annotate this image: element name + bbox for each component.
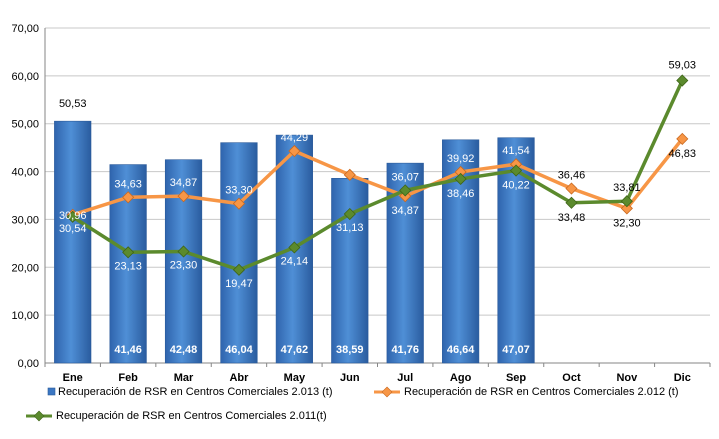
point-marker [620, 202, 633, 215]
line-2011-data-label: 40,22 [502, 180, 530, 192]
y-tick-label: 70,00 [11, 23, 39, 35]
point-marker [565, 196, 578, 209]
line-2012 [72, 137, 684, 217]
bar [54, 120, 92, 364]
x-tick-label: Sep [506, 372, 526, 384]
line-2011-data-label: 59,03 [669, 59, 697, 71]
legend-label-2013: Recuperación de RSR en Centros Comercial… [58, 386, 333, 398]
line-2011-data-label: 36,07 [391, 171, 419, 183]
bar-data-label: 38,59 [336, 344, 364, 356]
bar [331, 178, 369, 364]
line-2012-data-label: 46,83 [669, 148, 697, 160]
point-marker [509, 164, 523, 177]
bar-data-label: 46,64 [447, 344, 475, 356]
bar-data-label: 46,04 [225, 344, 253, 356]
line-2012-data-label: 30,96 [59, 210, 87, 222]
line-2011-data-label: 31,13 [336, 222, 364, 234]
line-2012-data-label: 32,30 [613, 217, 641, 229]
point-marker [177, 245, 190, 258]
bar-data-label: 42,48 [170, 344, 198, 356]
legend-label-2011: Recuperación de RSR en Centros Comercial… [56, 410, 327, 422]
line-2012-data-label: 39,92 [447, 153, 475, 165]
line-2011-data-label: 38,46 [447, 188, 475, 200]
line-2011 [71, 79, 684, 272]
y-tick-label: 60,00 [11, 71, 39, 83]
line-2011-data-label: 23,30 [170, 259, 198, 271]
point-marker [399, 184, 412, 197]
legend-label-2012: Recuperación de RSR en Centros Comercial… [404, 386, 679, 398]
line-2012-data-label: 34,63 [114, 178, 142, 190]
point-marker [343, 168, 356, 181]
x-tick-label: Jun [340, 372, 360, 384]
point-marker [232, 197, 246, 210]
bar-data-label: 50,53 [59, 98, 87, 110]
y-tick-label: 30,00 [11, 214, 39, 226]
point-marker [454, 172, 467, 186]
point-marker [620, 195, 633, 208]
x-tick-label: Ene [63, 372, 83, 384]
bar-data-label: 47,07 [502, 344, 530, 356]
line-2012-data-label: 39,32 [336, 156, 364, 168]
y-tick-label: 50,00 [11, 119, 39, 131]
line-2011-data-label: 33,81 [613, 182, 641, 194]
point-marker [122, 246, 135, 259]
bar [220, 142, 258, 364]
x-tick-label: Feb [118, 372, 138, 384]
bar-data-label: 47,62 [281, 344, 309, 356]
x-tick-label: Jul [397, 372, 413, 384]
y-tick-label: 10,00 [11, 310, 39, 322]
line-series [66, 74, 689, 276]
point-marker [288, 144, 301, 158]
y-tick-label: 40,00 [11, 167, 39, 179]
line-2012-data-label: 44,29 [281, 132, 309, 144]
x-tick-label: Abr [229, 372, 249, 384]
legend-marker-2011 [33, 410, 45, 422]
bar-data-label: 41,76 [391, 344, 419, 356]
line-2012-data-label: 36,46 [558, 170, 586, 182]
line-2011-data-label: 33,48 [558, 212, 586, 224]
x-tick-label: Oct [562, 372, 581, 384]
y-tick-label: 20,00 [11, 262, 39, 274]
legend-key-bar [47, 387, 56, 396]
line-2011-data-label: 30,54 [59, 223, 87, 235]
legend: Recuperación de RSR en Centros Comercial… [26, 386, 679, 422]
line-2011-data-label: 23,13 [114, 260, 142, 272]
point-marker [676, 74, 689, 87]
axes: 0,00 10,00 20,00 30,00 40,00 50,00 60,00 70,00 E… [11, 23, 711, 384]
line-2011-data-label: 19,47 [225, 278, 253, 290]
point-marker [288, 241, 301, 254]
gridlines [45, 27, 710, 316]
y-tick-label: 0,00 [18, 358, 39, 370]
bar [275, 134, 313, 364]
point-marker [565, 182, 578, 195]
x-tick-label: Nov [616, 372, 638, 384]
line-2012-data-label: 33,30 [225, 185, 253, 197]
x-tick-label: Dic [674, 372, 691, 384]
x-tick-label: Mar [174, 372, 194, 384]
point-marker [676, 132, 689, 145]
data-labels: 50,53 41,46 42,48 46,04 47,62 38,59 41,76 46,64… [59, 59, 696, 356]
point-marker [232, 263, 246, 276]
line-2012-data-label: 34,87 [391, 205, 419, 217]
bar-series [54, 120, 535, 364]
point-marker [66, 210, 79, 223]
x-tick-label: May [284, 372, 306, 384]
line-2012-data-label: 34,87 [170, 177, 198, 189]
legend-marker-2012 [381, 386, 393, 398]
point-marker [343, 207, 356, 221]
line-2012-data-label: 41,54 [502, 145, 530, 157]
x-tick-label: Ago [450, 372, 472, 384]
bar-data-label: 41,46 [114, 344, 142, 356]
point-marker [122, 191, 135, 204]
line-2011-data-label: 24,14 [281, 255, 309, 267]
point-marker [177, 190, 190, 203]
